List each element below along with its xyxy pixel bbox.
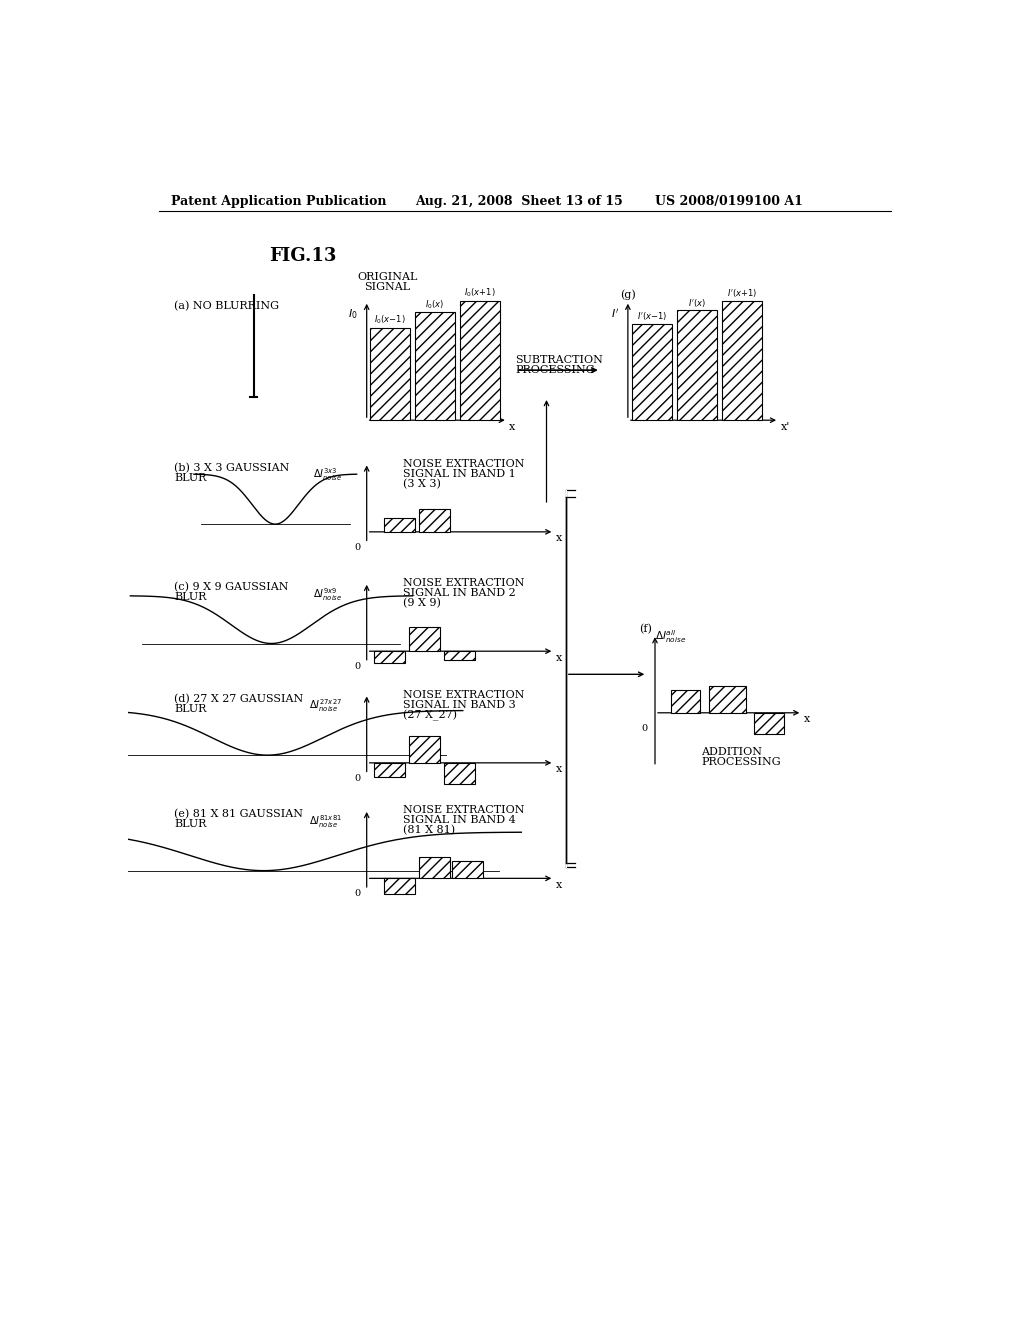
Text: SIGNAL IN BAND 2: SIGNAL IN BAND 2 (403, 589, 516, 598)
Text: $I_0(x)$: $I_0(x)$ (425, 298, 444, 312)
Text: x: x (509, 422, 515, 432)
Bar (677, 310, 717, 420)
Text: PROCESSING: PROCESSING (515, 364, 595, 375)
Text: SUBTRACTION: SUBTRACTION (515, 355, 603, 364)
Text: 0: 0 (354, 543, 360, 552)
Text: (c) 9 X 9 GAUSSIAN: (c) 9 X 9 GAUSSIAN (174, 582, 289, 593)
Text: 0: 0 (641, 723, 647, 733)
Bar (452, 862, 483, 878)
Bar (722, 301, 762, 420)
Bar (410, 627, 440, 651)
Text: (f): (f) (640, 624, 652, 635)
Text: $\Delta I_{noise}^{9x9}$: $\Delta I_{noise}^{9x9}$ (312, 586, 342, 602)
Text: $I'(x{-}1)$: $I'(x{-}1)$ (637, 310, 667, 322)
Text: $I'(x{+}1)$: $I'(x{+}1)$ (727, 288, 757, 300)
Text: x': x' (780, 422, 790, 432)
Text: $I'(x)$: $I'(x)$ (688, 297, 706, 309)
Text: x: x (804, 714, 810, 725)
Text: (a) NO BLURRING: (a) NO BLURRING (174, 301, 280, 312)
Text: x: x (556, 764, 562, 775)
Text: $I_0(x{+}1)$: $I_0(x{+}1)$ (464, 286, 496, 300)
Text: SIGNAL IN BAND 4: SIGNAL IN BAND 4 (403, 816, 516, 825)
Text: Aug. 21, 2008  Sheet 13 of 15: Aug. 21, 2008 Sheet 13 of 15 (415, 195, 623, 209)
Bar (444, 651, 475, 660)
Text: $I'$: $I'$ (611, 308, 620, 319)
Text: $\Delta I_{noise}^{all}$: $\Delta I_{noise}^{all}$ (655, 628, 686, 645)
Bar (375, 651, 406, 663)
Bar (375, 763, 406, 776)
Text: ORIGINAL: ORIGINAL (357, 272, 418, 282)
Text: NOISE EXTRACTION: NOISE EXTRACTION (403, 578, 524, 587)
Text: (g): (g) (621, 289, 636, 300)
Text: Patent Application Publication: Patent Application Publication (171, 195, 386, 209)
Text: 0: 0 (354, 774, 360, 783)
Text: (d) 27 X 27 GAUSSIAN: (d) 27 X 27 GAUSSIAN (174, 693, 304, 704)
Text: BLUR: BLUR (174, 591, 207, 602)
Text: BLUR: BLUR (174, 704, 207, 714)
Bar (444, 763, 475, 784)
Bar (460, 301, 500, 420)
Text: NOISE EXTRACTION: NOISE EXTRACTION (403, 805, 524, 816)
Text: $\Delta I_{noise}^{27x27}$: $\Delta I_{noise}^{27x27}$ (309, 697, 342, 714)
Text: $I_0(x{-}1)$: $I_0(x{-}1)$ (374, 314, 406, 326)
Text: (e) 81 X 81 GAUSSIAN: (e) 81 X 81 GAUSSIAN (174, 809, 303, 820)
Bar (370, 327, 410, 420)
Text: NOISE EXTRACTION: NOISE EXTRACTION (403, 459, 524, 469)
Text: x: x (556, 533, 562, 544)
Text: BLUR: BLUR (174, 473, 207, 483)
Text: (27 X_27): (27 X_27) (403, 710, 457, 721)
Text: ADDITION: ADDITION (701, 747, 763, 758)
Text: NOISE EXTRACTION: NOISE EXTRACTION (403, 689, 524, 700)
Text: SIGNAL IN BAND 3: SIGNAL IN BAND 3 (403, 700, 516, 710)
Bar (632, 323, 672, 420)
Bar (410, 737, 440, 763)
Text: $\Delta I_{noise}^{3x3}$: $\Delta I_{noise}^{3x3}$ (312, 466, 342, 483)
Bar (420, 508, 451, 532)
Text: x: x (556, 653, 562, 663)
Bar (384, 517, 415, 532)
Bar (384, 878, 415, 894)
Text: US 2008/0199100 A1: US 2008/0199100 A1 (655, 195, 803, 209)
Text: 0: 0 (354, 663, 360, 671)
Text: (81 X 81): (81 X 81) (403, 825, 456, 836)
Text: $I_0$: $I_0$ (348, 308, 357, 321)
Text: (3 X 3): (3 X 3) (403, 479, 441, 488)
Text: BLUR: BLUR (174, 818, 207, 829)
Bar (415, 313, 455, 420)
Text: FIG.13: FIG.13 (269, 247, 337, 265)
Text: $\Delta I_{noise}^{81x81}$: $\Delta I_{noise}^{81x81}$ (309, 813, 342, 830)
Text: SIGNAL: SIGNAL (365, 281, 411, 292)
Text: (b) 3 X 3 GAUSSIAN: (b) 3 X 3 GAUSSIAN (174, 462, 290, 473)
Bar (755, 713, 783, 734)
Text: SIGNAL IN BAND 1: SIGNAL IN BAND 1 (403, 469, 516, 479)
Bar (710, 686, 746, 713)
Text: PROCESSING: PROCESSING (701, 758, 781, 767)
Text: x: x (556, 880, 562, 890)
Text: (9 X 9): (9 X 9) (403, 598, 441, 609)
Bar (420, 857, 451, 878)
Text: 0: 0 (354, 890, 360, 898)
Bar (671, 689, 700, 713)
